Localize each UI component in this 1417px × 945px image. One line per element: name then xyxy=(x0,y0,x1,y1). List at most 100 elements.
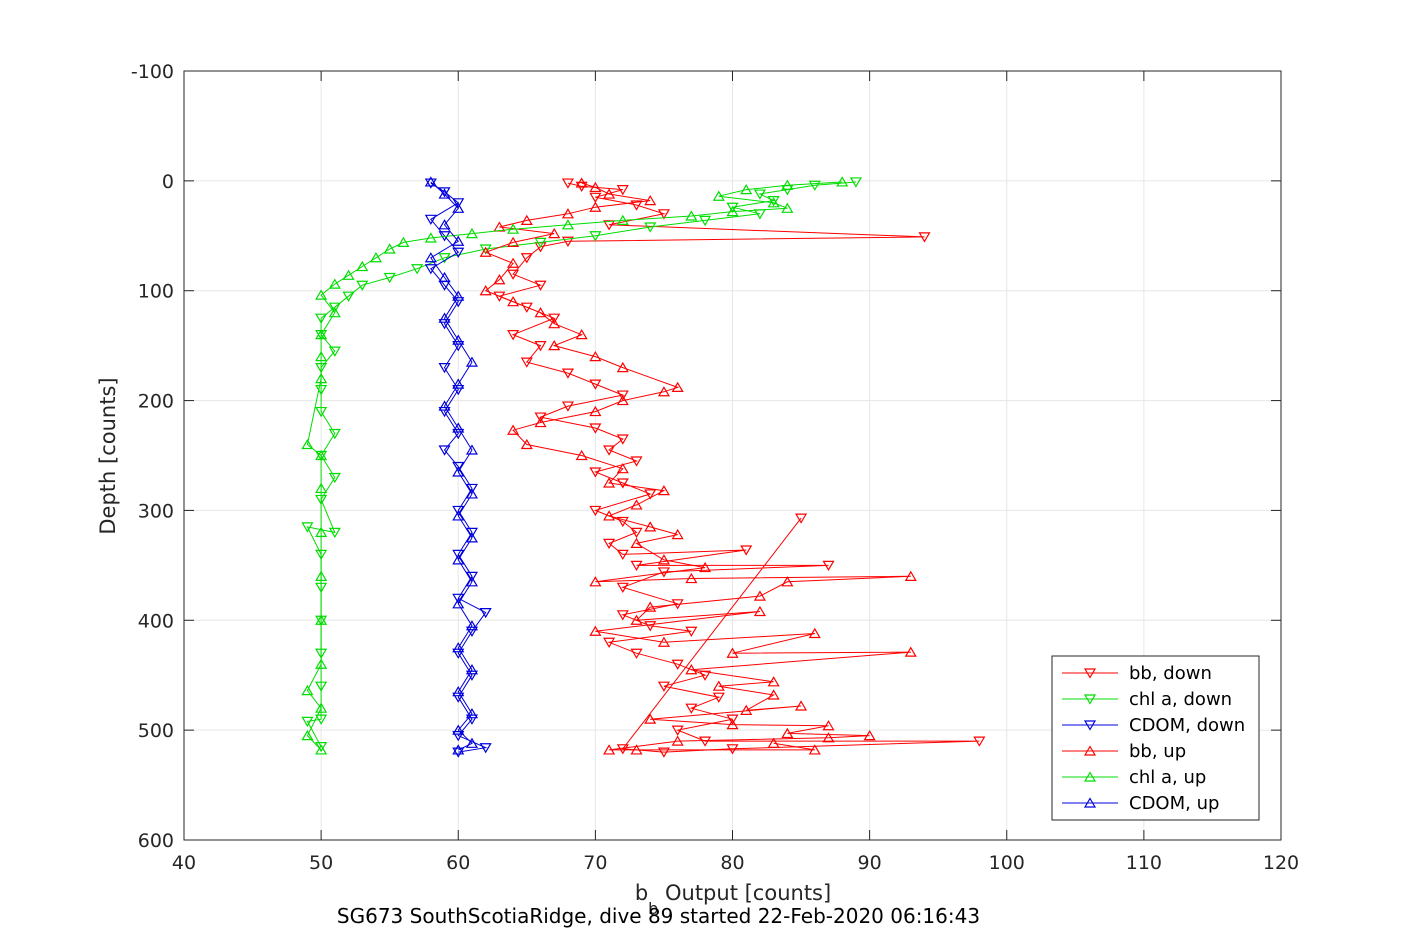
data-point xyxy=(452,428,465,440)
data-point xyxy=(452,384,465,396)
data-point xyxy=(452,466,465,477)
data-point xyxy=(452,202,465,213)
legend-marker xyxy=(1083,668,1097,679)
data-point xyxy=(973,736,986,747)
data-point xyxy=(520,357,533,368)
y-tick-label: 200 xyxy=(138,391,174,413)
data-point xyxy=(479,607,492,619)
legend-marker xyxy=(1083,720,1097,731)
data-point xyxy=(452,747,465,758)
data-point xyxy=(726,202,739,213)
data-point xyxy=(548,227,561,239)
x-axis-ticks: 40 50 60 70 80 90 100 110 120 xyxy=(172,71,1299,874)
data-point xyxy=(315,526,328,538)
data-point xyxy=(438,406,451,418)
data-point xyxy=(781,179,794,190)
data-point xyxy=(315,482,328,494)
data-point xyxy=(589,467,602,478)
data-point xyxy=(452,686,465,697)
data-point xyxy=(534,307,547,318)
data-point xyxy=(644,713,657,724)
data-point xyxy=(630,200,643,211)
data-point xyxy=(603,445,616,456)
data-point xyxy=(301,522,314,533)
data-point xyxy=(616,549,629,561)
data-point xyxy=(315,714,328,725)
data-point xyxy=(808,627,821,639)
data-point xyxy=(589,576,602,587)
data-point xyxy=(630,537,643,548)
data-point xyxy=(315,614,328,625)
data-point xyxy=(630,648,643,659)
data-point xyxy=(328,302,341,313)
data-point xyxy=(644,222,657,233)
data-point xyxy=(712,190,725,201)
y-axis-ticks: -100 0 100 200 300 400 500 600 xyxy=(131,61,1281,852)
data-point xyxy=(315,744,328,755)
data-point xyxy=(424,176,437,187)
data-point xyxy=(616,582,629,594)
data-point xyxy=(465,576,479,587)
data-point xyxy=(657,636,670,647)
legend-marker xyxy=(1083,771,1097,782)
data-point xyxy=(561,219,574,230)
data-point xyxy=(424,252,437,263)
data-point xyxy=(808,744,821,755)
data-point xyxy=(438,253,451,264)
y-axis-label: Depth [counts] xyxy=(96,377,120,534)
legend-label: bb, up xyxy=(1129,741,1186,762)
series-bb-up xyxy=(479,177,917,755)
data-point xyxy=(465,626,479,637)
data-point xyxy=(561,236,574,247)
data-point xyxy=(507,257,520,268)
data-point xyxy=(726,647,739,658)
data-point xyxy=(315,570,328,581)
x-tick-label: 60 xyxy=(446,852,470,874)
data-point xyxy=(356,260,369,272)
data-point xyxy=(589,379,602,390)
data-point xyxy=(465,483,479,495)
data-point xyxy=(328,472,341,484)
data-point xyxy=(657,554,670,565)
data-point xyxy=(616,214,629,226)
data-point xyxy=(767,689,780,700)
data-point xyxy=(616,185,629,196)
data-point xyxy=(712,680,725,691)
data-point xyxy=(657,747,670,758)
data-point xyxy=(671,528,684,540)
data-point xyxy=(479,285,492,296)
series-cdom-down xyxy=(424,178,492,758)
data-point xyxy=(452,510,465,521)
data-point xyxy=(644,521,657,532)
data-point xyxy=(452,505,465,517)
data-point xyxy=(465,707,479,719)
data-point xyxy=(438,188,451,199)
data-point xyxy=(507,424,520,435)
x-axis-label-main: b xyxy=(635,881,648,905)
data-point xyxy=(534,416,547,428)
data-point xyxy=(342,269,355,280)
data-point xyxy=(465,714,479,725)
data-point xyxy=(438,312,451,323)
data-point xyxy=(315,313,328,324)
legend-box xyxy=(1051,655,1260,821)
data-point xyxy=(534,341,547,352)
figure-caption: SG673 SouthScotiaRidge, dive 89 started … xyxy=(336,904,981,928)
data-point xyxy=(465,670,479,681)
data-point xyxy=(507,296,520,307)
data-point xyxy=(575,449,588,461)
data-point xyxy=(589,181,602,193)
legend-item: chl a, down xyxy=(1062,689,1232,710)
data-point xyxy=(534,412,547,423)
data-point xyxy=(795,700,808,711)
data-point xyxy=(315,681,328,692)
data-point xyxy=(863,729,876,741)
x-tick-label: 90 xyxy=(858,852,882,874)
data-point xyxy=(452,247,465,258)
data-point xyxy=(575,177,588,188)
data-point xyxy=(328,346,341,357)
data-point xyxy=(548,313,561,324)
legend-label: bb, down xyxy=(1129,663,1212,684)
x-axis-label-subscript: b xyxy=(648,899,658,918)
data-point xyxy=(507,269,520,280)
